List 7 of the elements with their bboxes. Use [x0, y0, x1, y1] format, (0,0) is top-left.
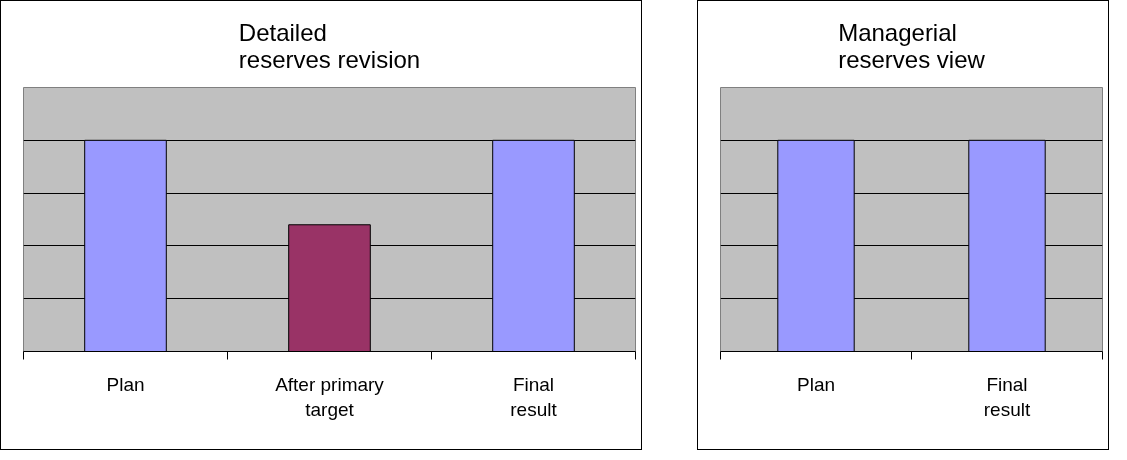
x-tick-label: Plan [796, 373, 836, 395]
x-tick-label: Plan [106, 373, 145, 395]
x-tick-label: After primary target [275, 373, 385, 420]
x-tick-label: Final result [983, 373, 1031, 420]
chart-title: Detailed reserves revision [238, 18, 421, 73]
x-tick-label: Final result [510, 373, 558, 420]
chart-title: Managerial reserves view [838, 18, 986, 73]
